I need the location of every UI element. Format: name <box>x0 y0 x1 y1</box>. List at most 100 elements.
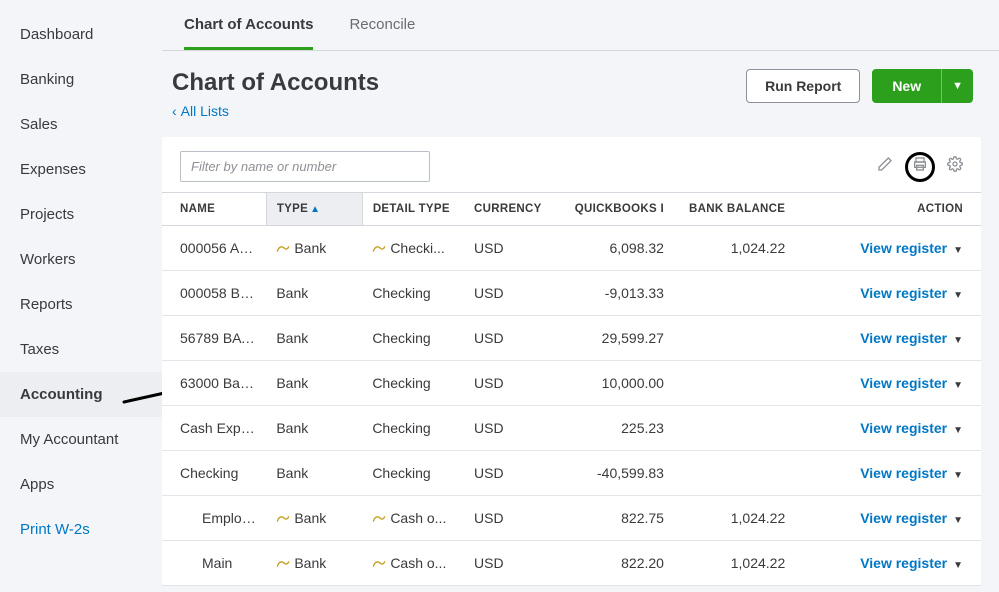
view-register-link[interactable]: View register <box>860 465 947 481</box>
col-detail-type[interactable]: DETAIL TYPE <box>362 193 464 226</box>
cell-name: 000058 BACON <box>162 271 266 316</box>
cell-name: Checking <box>162 451 266 496</box>
cell-currency: USD <box>464 541 560 586</box>
cell-type: Bank <box>266 541 362 586</box>
view-register-link[interactable]: View register <box>860 555 947 571</box>
main: Chart of Accounts Reconcile Chart of Acc… <box>162 0 999 592</box>
new-button[interactable]: New ▼ <box>872 69 973 103</box>
view-register-link[interactable]: View register <box>860 420 947 436</box>
sidebar-item-accounting[interactable]: Accounting <box>0 372 162 417</box>
table-row: Employee -BankCash o...USD822.751,024.22… <box>162 496 981 541</box>
cell-type: Bank <box>266 451 362 496</box>
cell-qb-balance: 822.75 <box>560 496 674 541</box>
print-icon[interactable] <box>912 156 928 177</box>
col-bank-balance[interactable]: BANK BALANCE <box>674 193 795 226</box>
action-dropdown-icon[interactable]: ▼ <box>953 425 963 436</box>
cell-currency: USD <box>464 361 560 406</box>
all-lists-link[interactable]: ‹ All Lists <box>172 103 229 119</box>
cell-bank-balance <box>674 451 795 496</box>
view-register-link[interactable]: View register <box>860 330 947 346</box>
sidebar-item-dashboard[interactable]: Dashboard <box>0 12 162 57</box>
cell-name: 000056 Account <box>162 226 266 271</box>
col-type[interactable]: TYPE▲ <box>266 193 362 226</box>
cell-currency: USD <box>464 271 560 316</box>
print-icon-highlight <box>905 152 935 182</box>
cell-detail: Cash o... <box>362 496 464 541</box>
view-register-link[interactable]: View register <box>860 375 947 391</box>
cell-qb-balance: -9,013.33 <box>560 271 674 316</box>
sidebar-item-reports[interactable]: Reports <box>0 282 162 327</box>
table-row: 56789 BA BankBankCheckingUSD29,599.27Vie… <box>162 316 981 361</box>
tab-reconcile[interactable]: Reconcile <box>349 0 415 50</box>
sidebar-item-banking[interactable]: Banking <box>0 57 162 102</box>
cell-bank-balance <box>674 406 795 451</box>
col-action: ACTION <box>795 193 981 226</box>
cell-detail: Checking <box>362 406 464 451</box>
action-dropdown-icon[interactable]: ▼ <box>953 380 963 391</box>
col-name[interactable]: NAME <box>162 193 266 226</box>
cell-type: Bank <box>266 271 362 316</box>
action-dropdown-icon[interactable]: ▼ <box>953 290 963 301</box>
view-register-link[interactable]: View register <box>860 285 947 301</box>
sidebar-item-print-w2s[interactable]: Print W-2s <box>0 507 162 552</box>
sidebar-item-apps[interactable]: Apps <box>0 462 162 507</box>
cell-qb-balance: 29,599.27 <box>560 316 674 361</box>
cell-bank-balance <box>674 316 795 361</box>
cell-action: View register ▼ <box>795 496 981 541</box>
col-quickbooks-balance[interactable]: QUICKBOOKS I <box>560 193 674 226</box>
new-button-dropdown[interactable]: ▼ <box>941 69 973 103</box>
sort-asc-icon: ▲ <box>310 204 320 215</box>
cell-qb-balance: 822.20 <box>560 541 674 586</box>
filter-input[interactable] <box>180 151 430 182</box>
cell-type: Bank <box>266 226 362 271</box>
gear-icon[interactable] <box>947 156 963 177</box>
action-dropdown-icon[interactable]: ▼ <box>953 560 963 571</box>
tabs: Chart of Accounts Reconcile <box>162 0 999 51</box>
cell-action: View register ▼ <box>795 316 981 361</box>
accounts-card: NAME TYPE▲ DETAIL TYPE CURRENCY QUICKBOO… <box>162 137 981 586</box>
cell-bank-balance: 1,024.22 <box>674 226 795 271</box>
new-button-label: New <box>872 69 941 103</box>
cell-currency: USD <box>464 496 560 541</box>
cell-name: 56789 BA Bank <box>162 316 266 361</box>
action-dropdown-icon[interactable]: ▼ <box>953 335 963 346</box>
action-dropdown-icon[interactable]: ▼ <box>953 515 963 526</box>
edit-icon[interactable] <box>877 156 893 177</box>
action-dropdown-icon[interactable]: ▼ <box>953 245 963 256</box>
cell-bank-balance <box>674 361 795 406</box>
cell-name: 63000 Barter A <box>162 361 266 406</box>
sidebar-item-expenses[interactable]: Expenses <box>0 147 162 192</box>
sidebar-item-sales[interactable]: Sales <box>0 102 162 147</box>
cell-action: View register ▼ <box>795 451 981 496</box>
cell-action: View register ▼ <box>795 541 981 586</box>
table-row: 000058 BACONBankCheckingUSD-9,013.33View… <box>162 271 981 316</box>
cell-type: Bank <box>266 316 362 361</box>
view-register-link[interactable]: View register <box>860 510 947 526</box>
sidebar-item-projects[interactable]: Projects <box>0 192 162 237</box>
action-dropdown-icon[interactable]: ▼ <box>953 470 963 481</box>
cell-detail: Checking <box>362 451 464 496</box>
sidebar: Dashboard Banking Sales Expenses Project… <box>0 0 162 592</box>
sidebar-item-my-accountant[interactable]: My Accountant <box>0 417 162 462</box>
cell-qb-balance: -40,599.83 <box>560 451 674 496</box>
table-row: 000056 AccountBankChecki...USD6,098.321,… <box>162 226 981 271</box>
run-report-button[interactable]: Run Report <box>746 69 860 103</box>
sidebar-item-taxes[interactable]: Taxes <box>0 327 162 372</box>
cell-bank-balance <box>674 271 795 316</box>
cell-name: Main <box>162 541 266 586</box>
cell-bank-balance: 1,024.22 <box>674 541 795 586</box>
view-register-link[interactable]: View register <box>860 240 947 256</box>
cell-action: View register ▼ <box>795 406 981 451</box>
sidebar-item-workers[interactable]: Workers <box>0 237 162 282</box>
cell-currency: USD <box>464 226 560 271</box>
cell-qb-balance: 10,000.00 <box>560 361 674 406</box>
tab-chart-of-accounts[interactable]: Chart of Accounts <box>184 0 313 50</box>
cell-type: Bank <box>266 361 362 406</box>
cell-name: Cash Expenditure <box>162 406 266 451</box>
table-row: 63000 Barter ABankCheckingUSD10,000.00Vi… <box>162 361 981 406</box>
col-currency[interactable]: CURRENCY <box>464 193 560 226</box>
cell-detail: Checking <box>362 316 464 361</box>
table-row: MainBankCash o...USD822.201,024.22View r… <box>162 541 981 586</box>
cell-type: Bank <box>266 496 362 541</box>
table-row: CheckingBankCheckingUSD-40,599.83View re… <box>162 451 981 496</box>
